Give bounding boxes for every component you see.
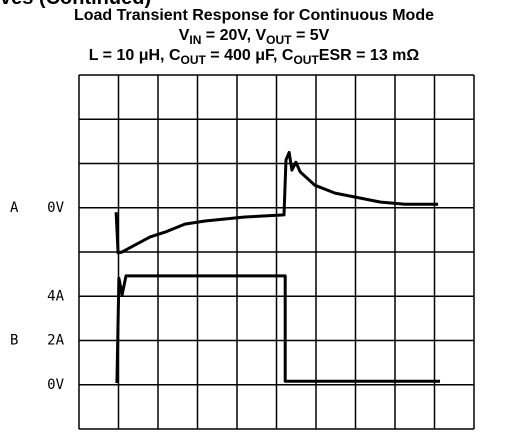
subscript: OUT <box>266 33 292 47</box>
trace <box>114 150 439 255</box>
subscript: OUT <box>181 53 207 67</box>
text-part: = 400 μF, C <box>206 47 294 64</box>
chart-title: Load Transient Response for Continuous M… <box>74 7 434 24</box>
subscript: OUT <box>293 53 319 67</box>
text-part: = 20V, V <box>201 27 266 44</box>
subscript: IN <box>189 33 201 47</box>
text-part: = 5V <box>292 27 330 44</box>
channel-label: B <box>10 333 18 349</box>
channel-label: A <box>10 200 19 216</box>
y-tick-label: 4A <box>47 288 64 304</box>
text-part: ESR = 13 mΩ <box>319 47 420 64</box>
header: ves (Continued) <box>0 0 151 9</box>
text-part: L = 10 μH, C <box>89 47 181 64</box>
y-tick-label: 0V <box>47 200 64 216</box>
text-part: V <box>179 27 190 44</box>
subtitle: VIN = 20V, VOUT = 5V <box>179 27 330 47</box>
y-tick-label: 2A <box>47 333 64 349</box>
subtitle: L = 10 μH, COUT = 400 μF, COUTESR = 13 m… <box>89 47 420 67</box>
y-tick-label: 0V <box>47 377 64 393</box>
trace <box>115 274 441 384</box>
